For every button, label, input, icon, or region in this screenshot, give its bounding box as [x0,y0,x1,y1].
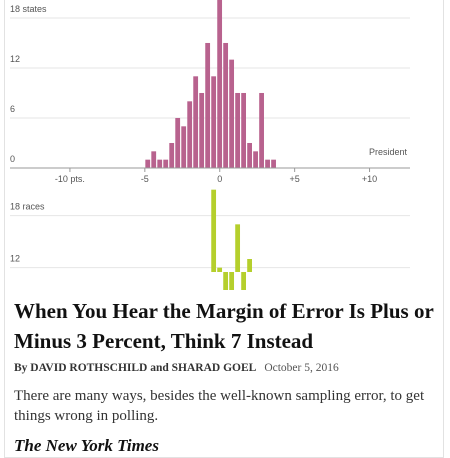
y-tick-label: 12 [10,254,20,264]
publisher-logo: The New York Times [14,436,159,455]
bar [157,159,163,168]
y-tick-label: 6 [10,104,15,114]
annotation: President [369,147,408,157]
bar [241,272,247,290]
bar [259,92,264,168]
bar [187,101,193,168]
authors: By DAVID ROTHSCHILD and SHARAD GOEL [14,362,257,374]
bar [241,92,247,168]
bar [211,76,217,168]
bar [271,159,276,168]
summary: There are many ways, besides the well-kn… [14,388,425,424]
bar [175,117,181,168]
x-tick-label: -5 [141,174,149,184]
bar [145,159,151,168]
y-tick-label: 0 [10,154,15,164]
bar [247,259,252,272]
headline[interactable]: When You Hear the Margin of Error Is Plu… [14,299,434,353]
bar [163,159,169,168]
bar [193,76,199,168]
y-tick-label: 18 states [10,4,47,14]
bar [265,159,270,168]
bar [151,151,157,168]
bar [211,189,217,272]
bar [235,92,241,168]
bar [181,126,187,168]
charts: 0 6 12 18 states -10 pts. -5 0 +5 +10 President 12… [10,0,410,290]
x-tick-label: 0 [217,174,222,184]
x-tick-label: +10 [362,174,377,184]
x-tick-label: -10 pts. [55,174,85,184]
byline: By DAVID ROTHSCHILD and SHARAD GOEL Octob… [14,362,339,374]
x-tick-label: +5 [290,174,300,184]
bar [199,92,205,168]
bar [223,42,229,168]
bar [217,0,223,169]
bar [229,272,235,290]
bar [247,142,252,168]
bar [223,272,229,290]
bar [235,224,241,272]
bar [217,267,223,272]
bar [253,151,258,168]
y-tick-label: 18 races [10,202,45,212]
y-tick-label: 12 [10,54,20,64]
bar [205,42,211,168]
date: October 5, 2016 [264,362,339,374]
bar [169,142,175,168]
bar [229,59,235,168]
